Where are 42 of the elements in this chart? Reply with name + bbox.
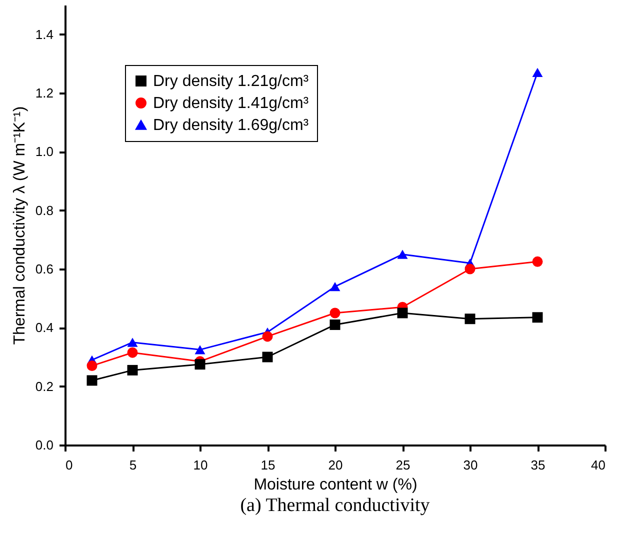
point — [86, 375, 98, 386]
point — [194, 345, 206, 354]
point — [262, 331, 273, 342]
point — [127, 364, 138, 376]
y-tick-label: 0.8 — [35, 202, 54, 218]
x-axis-title: Moisture content w (%) — [254, 476, 418, 494]
point — [532, 312, 543, 323]
point — [397, 308, 408, 318]
point — [194, 359, 206, 370]
point — [262, 352, 273, 362]
x-tick-label: 25 — [396, 458, 410, 472]
x-tick-label: 40 — [591, 458, 606, 472]
point — [330, 319, 340, 330]
point — [127, 347, 138, 358]
point — [464, 264, 476, 274]
x-tick-label: 35 — [530, 458, 546, 472]
point — [330, 282, 340, 292]
y-tick-label: 0.0 — [35, 438, 54, 452]
x-tick-label: 0 — [66, 458, 73, 472]
point — [330, 308, 340, 318]
x-tick-label: 5 — [129, 458, 137, 472]
text: (a) Thermal conductivity — [240, 495, 430, 516]
point — [532, 68, 543, 78]
point — [397, 250, 408, 259]
point — [127, 338, 138, 347]
y-tick-label: 0.2 — [35, 378, 54, 394]
y-tick-label: 1.0 — [35, 144, 54, 160]
y-tick-label: 0.4 — [35, 320, 54, 336]
point — [464, 314, 476, 324]
y-tick-label: 1.2 — [35, 86, 54, 100]
x-tick-label: 15 — [260, 458, 276, 472]
y-tick-label: 1.4 — [35, 26, 54, 42]
x-tick-label: 10 — [193, 458, 208, 472]
legend-label: Dry density 1.21g/cm³ — [153, 73, 310, 90]
point — [532, 256, 543, 267]
legend-label: Dry density 1.69g/cm³ — [153, 117, 310, 134]
y-axis-title: Thermal conductivity λ (W m⁻¹K⁻¹) — [11, 106, 28, 345]
x-tick-label: 30 — [463, 458, 478, 472]
legend-label: Dry density 1.41g/cm³ — [153, 95, 310, 112]
y-tick-label: 0.6 — [35, 262, 54, 276]
x-tick-label: 20 — [328, 458, 343, 472]
point — [86, 360, 98, 372]
